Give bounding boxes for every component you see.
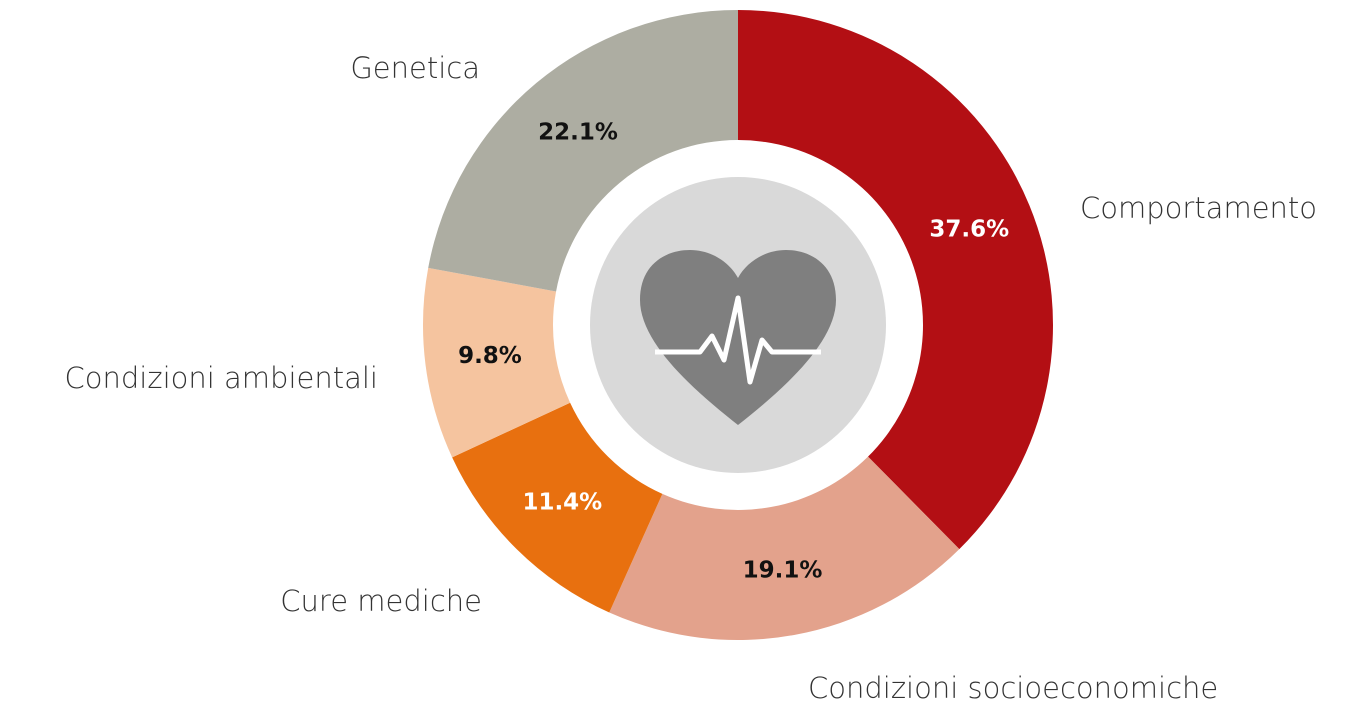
- value-label: 19.1%: [743, 558, 823, 584]
- value-label: 9.8%: [458, 343, 522, 369]
- category-label: Cure mediche: [280, 584, 482, 618]
- pulse-line: [655, 295, 821, 385]
- heart-icon: [640, 250, 836, 425]
- category-label: Condizioni socioeconomiche: [808, 671, 1218, 705]
- value-label: 11.4%: [522, 489, 602, 515]
- slice: [738, 10, 1053, 550]
- category-label: Genetica: [350, 51, 480, 85]
- value-label: 37.6%: [929, 217, 1009, 243]
- slices: [423, 10, 1053, 640]
- slice: [423, 267, 571, 458]
- category-label: Condizioni ambientali: [65, 361, 378, 395]
- slice: [428, 10, 738, 292]
- category-label: Comportamento: [1080, 191, 1317, 225]
- slice: [609, 456, 960, 640]
- slice: [452, 402, 663, 613]
- value-label: 22.1%: [538, 119, 618, 145]
